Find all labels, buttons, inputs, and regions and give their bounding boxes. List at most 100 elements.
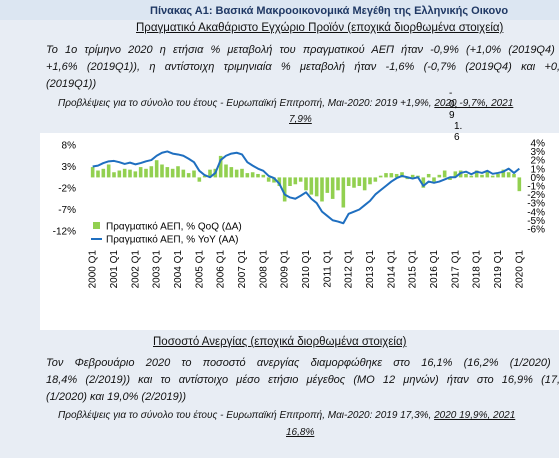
bar [496, 173, 500, 178]
x-tick-label: 2004 Q1 [173, 250, 184, 289]
x-tick-label: 2007 Q1 [237, 250, 248, 289]
y2-tick-label: 4% [531, 139, 546, 150]
y-tick-label: 8% [62, 141, 77, 152]
bar [165, 167, 170, 178]
bar [474, 170, 479, 178]
forecast: Προβλέψεις για το σύνολο του έτους - Ευρ… [58, 98, 513, 109]
bar [384, 173, 388, 178]
bar [410, 174, 415, 178]
y-tick-label: 3% [62, 162, 77, 173]
bar [144, 168, 148, 178]
bar [256, 173, 260, 178]
bar [202, 175, 207, 178]
legend-label: Πραγματικό ΑΕΠ, % YoY (ΑΑ) [106, 234, 238, 246]
x-tick-label: 2005 Q1 [194, 250, 205, 289]
x-tick-label: 2018 Q1 [472, 250, 483, 289]
bar [240, 168, 244, 178]
legend-label: Πραγματικό ΑΕΠ, % QoQ (ΔΑ) [106, 221, 242, 233]
x-tick-label: 2010 Q1 [301, 250, 312, 289]
section-title: Ποσοστό Ανεργίας (εποχικά διορθωμένα στο… [153, 336, 407, 348]
paragraph-line: (2019Q1)) [46, 78, 97, 90]
bar [320, 177, 324, 202]
y2-tick-label: 1% [531, 164, 546, 175]
bar [368, 177, 372, 185]
bar [266, 177, 271, 182]
bar [277, 177, 282, 186]
annotation: 9 [449, 110, 455, 121]
bar [261, 174, 266, 178]
bar [149, 166, 154, 178]
y2-tick-label: -2% [527, 190, 545, 201]
x-tick-label: 2008 Q1 [258, 250, 269, 289]
bar [309, 177, 314, 195]
y-tick-label: -7% [58, 205, 76, 216]
x-tick-label: 2009 Q1 [280, 250, 291, 289]
paragraph-line: +1,6% (2019Q1)), η αντίστοιχη τριμηνιαία… [46, 61, 559, 73]
paragraph-line: 18,4% (2/2019)) και το αντίστοιχο μέσο ε… [46, 374, 559, 386]
bar [197, 177, 202, 182]
annotation: 1. [454, 121, 462, 132]
bar [480, 174, 484, 178]
bar [154, 160, 159, 178]
bar [234, 169, 239, 178]
bar [389, 173, 394, 178]
y-tick-label: -12% [53, 227, 76, 238]
line [92, 150, 520, 225]
bar [106, 164, 111, 178]
annotation: 0, [449, 99, 457, 110]
bar [250, 172, 255, 178]
bar [469, 175, 474, 178]
x-tick-label: 2013 Q1 [365, 250, 376, 289]
bar [357, 177, 362, 186]
y2-tick-label: -1% [527, 182, 545, 193]
y2-tick-label: -6% [527, 225, 545, 236]
bar [192, 170, 196, 178]
header-band [0, 0, 559, 20]
bar [138, 167, 143, 178]
forecast-text: Προβλέψεις για το σύνολο του έτους - Ευρ… [58, 98, 435, 109]
bar [501, 169, 506, 178]
x-tick-label: 2011 Q1 [322, 250, 333, 288]
bar [186, 173, 191, 178]
bar [117, 170, 122, 178]
bar [464, 173, 468, 178]
forecast-continued: 16,8% [286, 427, 315, 438]
bar [293, 177, 298, 185]
x-tick-label: 2000 Q1 [88, 250, 99, 289]
bar [378, 175, 383, 178]
annotation: - [449, 90, 452, 99]
forecast-text: Προβλέψεις για το σύνολο του έτους - Ευρ… [58, 410, 435, 421]
bar [400, 172, 404, 178]
x-tick-label: 2002 Q1 [130, 250, 141, 289]
x-tick-label: 2016 Q1 [429, 250, 440, 289]
chart-background [40, 133, 559, 330]
bar [448, 177, 452, 180]
bar [362, 177, 367, 191]
x-tick-label: 2017 Q1 [450, 250, 461, 289]
bar [208, 169, 212, 178]
x-tick-label: 2001 Q1 [109, 250, 120, 289]
bar [512, 173, 516, 178]
x-tick-label: 2015 Q1 [408, 250, 419, 289]
y2-tick-label: -5% [527, 216, 545, 227]
bar [314, 177, 319, 197]
annotation: 6 [454, 132, 460, 143]
x-tick-label: 2020 Q1 [514, 250, 525, 289]
forecast-continued: 7,9% [289, 114, 312, 125]
legend-swatch [93, 222, 100, 229]
bar [128, 169, 132, 178]
bar [394, 173, 399, 178]
x-tick-label: 2014 Q1 [386, 250, 397, 289]
bar [224, 164, 228, 178]
x-tick-label: 2003 Q1 [152, 250, 163, 289]
bar [96, 170, 100, 178]
bar [160, 164, 164, 178]
bar [352, 177, 356, 188]
bar [426, 173, 431, 178]
bar [517, 177, 522, 192]
bar [304, 177, 308, 191]
bar [490, 175, 495, 178]
bar [341, 177, 346, 208]
x-tick-label: 2006 Q1 [216, 250, 227, 289]
